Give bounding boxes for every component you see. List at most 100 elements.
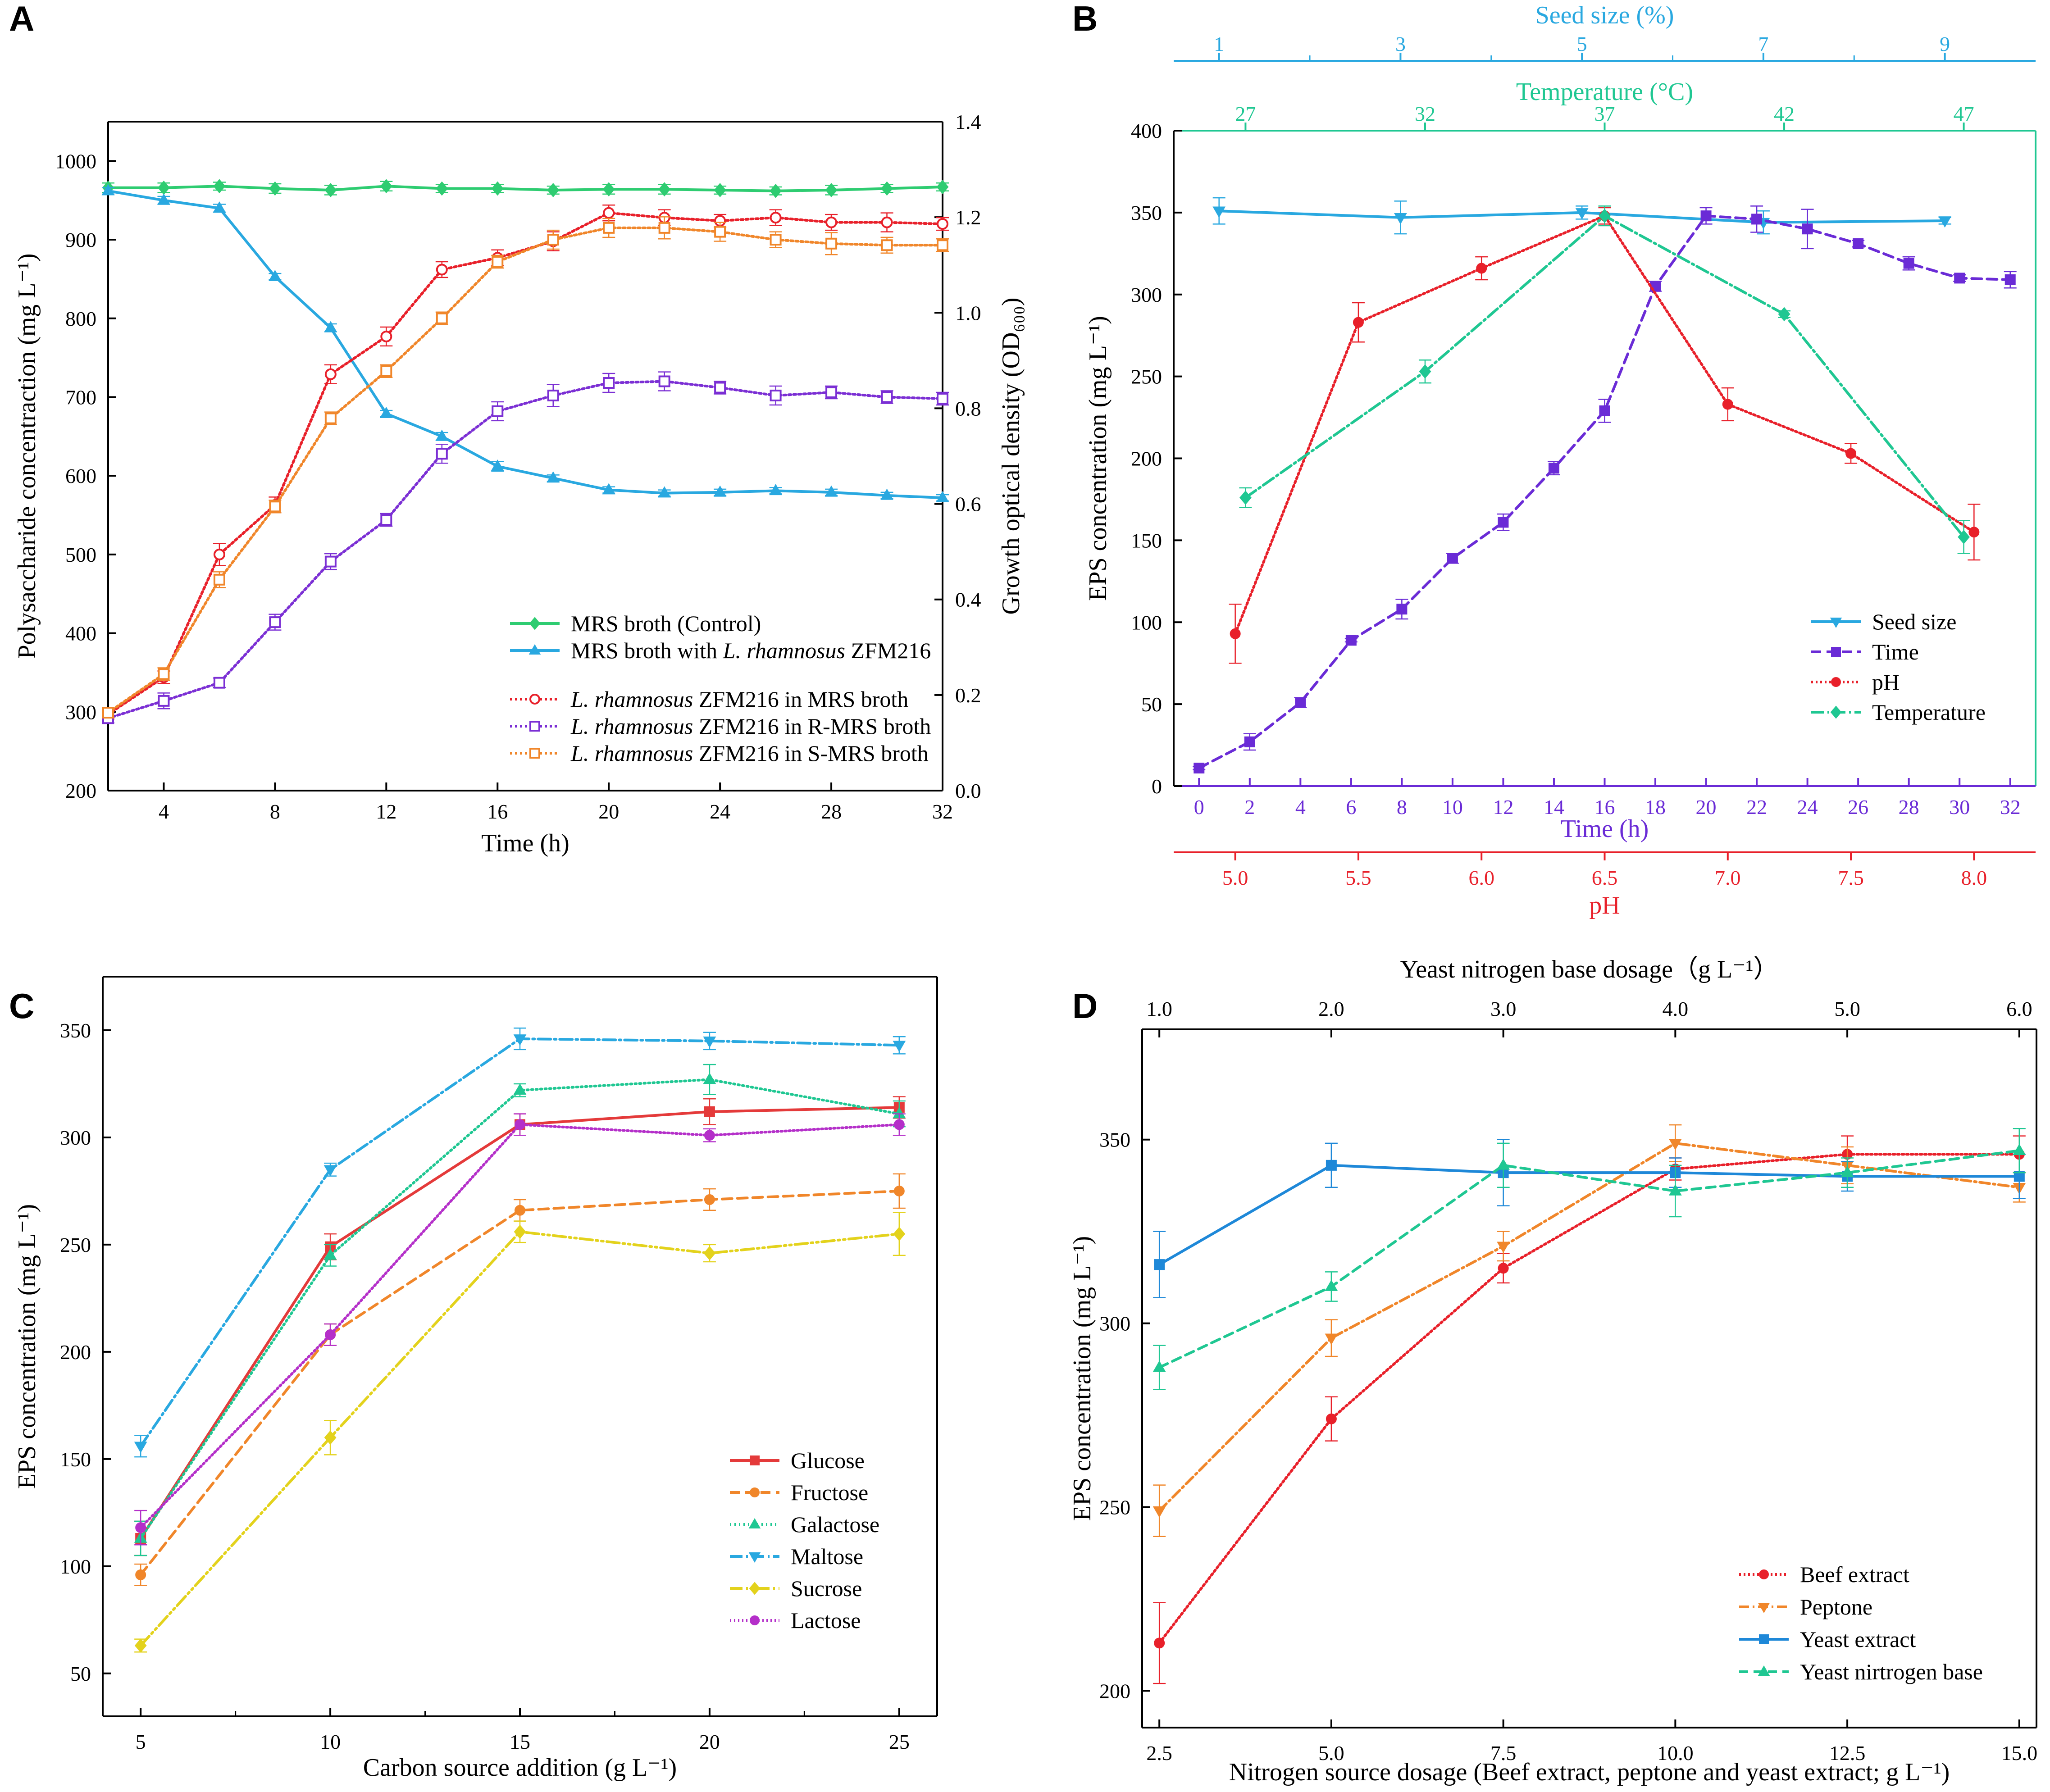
panel-c-legend-label: Glucose	[791, 1448, 865, 1473]
panel-a-mrs-broth-with-l-rhamnosus-zfm216-line	[107, 189, 944, 500]
panel-b-seed-size-point	[1212, 206, 1226, 218]
panel-c-x-tick-label: 5	[136, 1730, 146, 1753]
panel-a-legend-item-mrs-broth-control: MRS broth (Control)	[510, 611, 761, 636]
panel-b-y-tick-label: 100	[1131, 611, 1162, 634]
panel-c-legend-swatch-marker	[749, 1582, 761, 1595]
panel-b-time-tick-label: 16	[1594, 796, 1615, 819]
panel-d-peptone-point	[1668, 1139, 1682, 1151]
panel-c-x-tick-label: 25	[889, 1730, 910, 1753]
panel-d-y-title: EPS concentration (mg L⁻¹)	[1068, 1236, 1096, 1521]
panel-a-mrs-broth-control-point	[770, 183, 782, 198]
panel-d-legend-label: Yeast extract	[1800, 1627, 1916, 1652]
panel-b-time-tick-label: 14	[1544, 796, 1564, 819]
panel-a-series-l-rhamnosus-zfm216-in-s-mrs-broth	[102, 216, 949, 719]
panel-d-peptone-point	[1325, 1333, 1338, 1345]
panel-a-mrs-broth-with-l-rhamnosus-zfm216-point	[269, 269, 282, 281]
panel-b-time-point	[1194, 762, 1205, 773]
panel-d-peptone-line	[1158, 1142, 2021, 1512]
panel-a-legend-label-part: ZFM216 in MRS broth	[693, 687, 908, 712]
panel-c-legend-item-maltose: Maltose	[730, 1544, 863, 1569]
panel-b-temperature-point	[1958, 530, 1970, 544]
panel-b-y-tick-label: 150	[1131, 529, 1162, 552]
panel-d-series-yeast-nirtrogen-base	[1153, 1128, 2026, 1390]
panel-a-l-rhamnosus-zfm216-in-s-mrs-broth-point	[158, 668, 170, 680]
panel-a-y2-tick-label: 1.2	[955, 206, 981, 229]
panel-c-legend-item-glucose: Glucose	[730, 1448, 865, 1473]
panel-b-time-tick-label: 26	[1848, 796, 1868, 819]
panel-c-y-tick-label: 100	[60, 1555, 91, 1578]
panel-a-legend-swatch-marker	[529, 694, 540, 705]
panel-b-ph-point	[1968, 527, 1980, 538]
panel-c-y-tick-label: 200	[60, 1341, 91, 1364]
panel-d-x-tick-label: 5.0	[1318, 1742, 1344, 1765]
panel-c-legend-item-sucrose: Sucrose	[730, 1576, 862, 1601]
panel-d-legend-item-yeast-extract: Yeast extract	[1739, 1627, 1916, 1652]
panel-b-ph-tick-label: 6.5	[1592, 866, 1618, 889]
panel-d-beef-extract-point	[1498, 1263, 1509, 1274]
panel-a-y-tick-label: 800	[65, 307, 96, 330]
panel-a-mrs-broth-with-l-rhamnosus-zfm216-point	[213, 201, 226, 213]
panel-c-maltose-point	[703, 1036, 716, 1048]
panel-c-legend-item-galactose: Galactose	[730, 1512, 879, 1537]
panel-a-l-rhamnosus-zfm216-in-mrs-broth-point	[881, 216, 893, 228]
panel-a-y-tick-label: 300	[65, 700, 96, 723]
panel-a-l-rhamnosus-zfm216-in-r-mrs-broth-point	[158, 695, 170, 707]
panel-b-time-point	[1903, 258, 1914, 269]
panel-a-y-tick-label: 600	[65, 464, 96, 487]
panel-a-l-rhamnosus-zfm216-in-mrs-broth-point	[825, 216, 838, 228]
panel-a-y-title: Polysaccharide concentraction (mg L⁻¹)	[13, 254, 41, 659]
panel-c-y-tick-label: 50	[70, 1662, 91, 1685]
panel-a-y2-tick-label: 0.2	[955, 684, 981, 707]
panel-a-mrs-broth-control-point	[881, 181, 893, 196]
panel-b-ph-tick-label: 6.0	[1468, 866, 1494, 889]
panel-a-legend-label-species: L. rhamnosus	[723, 638, 845, 663]
panel-b-legend-item-time: Time	[1811, 639, 1919, 664]
panel-c-legend-label: Lactose	[791, 1608, 861, 1633]
panel-a-l-rhamnosus-zfm216-in-s-mrs-broth-point	[603, 222, 615, 234]
panel-b-time-point	[1548, 463, 1559, 474]
panel-a-series-mrs-broth-with-l-rhamnosus-zfm216	[101, 184, 949, 502]
panel-d-x-title: Nitrogen source dosage (Beef extract, pe…	[1229, 1758, 1950, 1786]
panel-a-mrs-broth-with-l-rhamnosus-zfm216-point	[101, 184, 115, 196]
panel-d-beef-extract-point	[1326, 1413, 1337, 1424]
panel-a-x-tick-label: 24	[710, 800, 730, 823]
panel-d-x-tick-label: 12.5	[1829, 1742, 1866, 1765]
panel-c-fructose-point	[893, 1185, 905, 1196]
panel-a-l-rhamnosus-zfm216-in-s-mrs-broth-point	[324, 412, 337, 424]
panel-a-mrs-broth-with-l-rhamnosus-zfm216-point	[936, 491, 949, 502]
panel-c-lactose-point	[325, 1329, 336, 1340]
panel-c-legend-swatch-marker	[750, 1455, 760, 1465]
panel-a-l-rhamnosus-zfm216-in-s-mrs-broth-point	[547, 234, 559, 246]
panel-a-x-tick-label: 32	[932, 800, 953, 823]
panel-b-temp-tick-label: 42	[1774, 102, 1795, 125]
panel-a-legend-label-part: MRS broth with	[571, 638, 723, 663]
panel-c-glucose-point	[704, 1106, 715, 1117]
panel-b-ph-title: pH	[1589, 891, 1620, 919]
panel-b-seed-tick-label: 1	[1214, 32, 1224, 55]
panel-a-mrs-broth-control-point	[491, 181, 504, 196]
panel-b-temp-title: Temperature (°C)	[1516, 78, 1693, 106]
panel-a-mrs-broth-control-point	[602, 182, 615, 197]
panel-a-mrs-broth-with-l-rhamnosus-zfm216-point	[658, 486, 671, 498]
panel-c-sucrose-point	[324, 1430, 337, 1445]
panel-a-legend-item-l-rhamnosus-zfm216-in-r-mrs-broth: L. rhamnosus ZFM216 in R-MRS broth	[510, 714, 931, 739]
panel-d-legend-item-peptone: Peptone	[1739, 1594, 1872, 1619]
panel-a-l-rhamnosus-zfm216-in-mrs-broth-point	[603, 207, 615, 219]
panel-c-x-tick-label: 20	[699, 1730, 720, 1753]
panel-b-y-tick-label: 200	[1131, 447, 1162, 470]
panel-a-l-rhamnosus-zfm216-in-s-mrs-broth-point	[714, 226, 726, 238]
panel-a-y2-tick-label: 0.4	[955, 588, 981, 611]
panel-d-yeast-nirtrogen-base-point	[1325, 1279, 1338, 1291]
panel-c-y-tick-label: 250	[60, 1233, 91, 1256]
panel-c-sucrose-point	[893, 1227, 906, 1241]
panel-a-l-rhamnosus-zfm216-in-r-mrs-broth-point	[603, 377, 615, 389]
panel-d-peptone-point	[1153, 1506, 1166, 1518]
panel-b-series-temperature	[1239, 205, 1970, 554]
panel-d-legend-swatch-marker	[1758, 1665, 1770, 1676]
panel-a-l-rhamnosus-zfm216-in-r-mrs-broth-point	[492, 405, 504, 417]
panel-a-mrs-broth-control-point	[436, 181, 448, 196]
panel-b-time-point	[1700, 210, 1712, 222]
panel-c-sucrose-point	[703, 1246, 716, 1260]
panel-a-y-tick-label: 900	[65, 228, 96, 251]
panel-a-legend-swatch-marker	[528, 644, 541, 655]
